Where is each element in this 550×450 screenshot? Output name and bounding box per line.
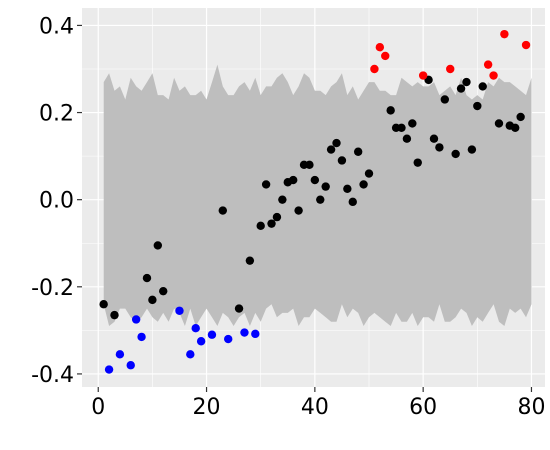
data-point: [131, 315, 141, 324]
data-point: [115, 350, 125, 359]
x-tick-label: 20: [193, 395, 221, 420]
data-point: [337, 156, 347, 165]
data-point: [261, 180, 271, 189]
x-tick-label: 80: [517, 395, 545, 420]
y-tick-label: 0.4: [39, 14, 74, 39]
data-point: [224, 334, 233, 344]
confidence-band: [103, 64, 532, 326]
y-tick-label: -0.4: [31, 363, 74, 388]
data-point: [207, 330, 217, 339]
data-point: [288, 175, 298, 185]
data-point: [489, 71, 498, 80]
data-point: [316, 195, 325, 204]
data-point: [456, 84, 466, 93]
data-points: [99, 29, 531, 374]
data-point: [272, 212, 282, 222]
data-point: [446, 64, 455, 74]
data-point: [473, 101, 482, 111]
data-point: [332, 138, 341, 148]
data-point: [516, 112, 525, 122]
data-point: [186, 350, 195, 359]
data-point: [267, 219, 276, 228]
data-point: [440, 95, 450, 104]
data-point: [126, 361, 135, 370]
data-point: [310, 175, 320, 185]
data-point: [153, 241, 163, 250]
data-point: [137, 332, 146, 342]
data-point: [278, 195, 287, 204]
data-point: [511, 123, 520, 132]
data-point: [305, 160, 314, 170]
data-point: [196, 337, 206, 346]
data-point: [408, 119, 417, 128]
data-point: [240, 328, 249, 337]
data-point: [462, 77, 471, 87]
x-tick-label: 40: [301, 395, 329, 420]
data-point: [370, 64, 379, 74]
y-tick-label: -0.2: [31, 276, 74, 301]
data-point: [218, 206, 227, 215]
data-point: [256, 221, 265, 231]
data-point: [353, 147, 363, 156]
x-tick-label: 0: [91, 395, 105, 420]
data-point: [110, 310, 119, 320]
data-point: [413, 158, 422, 167]
data-point: [99, 300, 108, 309]
data-point: [386, 106, 395, 115]
y-tick-label: 0.0: [39, 189, 74, 214]
data-point: [494, 119, 504, 128]
x-tick-label: 60: [409, 395, 437, 420]
data-point: [402, 134, 412, 143]
x-axis: 0 20 40 60 80: [91, 387, 545, 420]
data-point: [418, 71, 428, 80]
data-point: [397, 123, 406, 132]
data-point: [435, 143, 444, 152]
data-point: [478, 82, 487, 91]
data-point: [245, 256, 255, 265]
y-tick-label: 0.2: [39, 102, 74, 127]
data-point: [191, 323, 200, 333]
data-point: [148, 295, 157, 305]
data-point: [429, 134, 439, 143]
data-point: [500, 29, 509, 39]
y-axis: -0.4 -0.2 0.0 0.2 0.4: [31, 14, 82, 388]
data-point: [375, 43, 385, 52]
data-point: [321, 182, 330, 191]
data-point: [467, 145, 477, 154]
data-point: [251, 329, 260, 339]
data-point: [381, 51, 390, 61]
data-point: [364, 169, 374, 178]
data-point: [326, 145, 336, 154]
data-point: [234, 304, 244, 313]
data-point: [294, 206, 303, 215]
data-point: [175, 306, 184, 315]
data-point: [521, 40, 531, 50]
data-point: [451, 149, 460, 159]
data-point: [359, 180, 368, 189]
data-point: [343, 184, 352, 193]
data-point: [348, 197, 357, 207]
data-point: [483, 60, 493, 69]
data-point: [142, 273, 152, 283]
data-point: [104, 365, 114, 374]
data-point: [159, 286, 168, 296]
